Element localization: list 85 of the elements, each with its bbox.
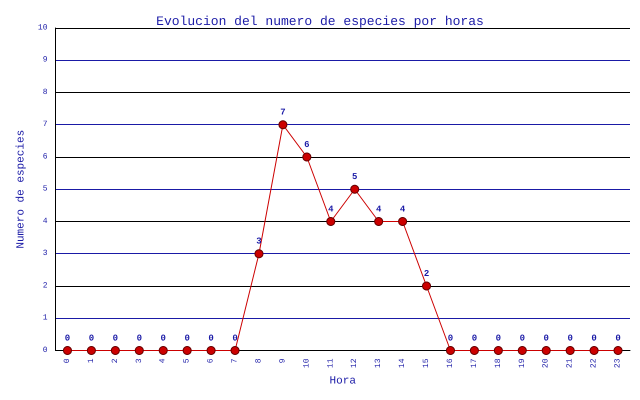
x-axis-title: Hora xyxy=(330,376,356,388)
x-tick-label: 6 xyxy=(206,358,216,364)
x-tick-label: 3 xyxy=(134,358,144,364)
x-tick-label: 17 xyxy=(470,358,479,368)
data-label: 0 xyxy=(160,334,166,344)
data-label: 4 xyxy=(400,204,406,214)
data-label: 2 xyxy=(424,269,430,279)
x-tick-label: 18 xyxy=(494,358,503,368)
point xyxy=(134,346,144,355)
y-axis-title: Numero de especies xyxy=(16,130,28,249)
y-tick-label: 2 xyxy=(42,282,48,290)
point xyxy=(62,346,72,355)
point xyxy=(350,184,360,194)
y-tick-label: 7 xyxy=(42,120,48,130)
x-tick-label: 2 xyxy=(110,358,120,364)
y-tick-label: 3 xyxy=(42,249,48,258)
data-label: 0 xyxy=(472,334,478,344)
data-label: 0 xyxy=(112,334,118,344)
chart-title: Evolucion del numero de especies por horas xyxy=(156,14,484,29)
point xyxy=(86,346,96,355)
x-tick-label: 23 xyxy=(614,358,623,368)
point xyxy=(254,249,264,258)
y-tick-label: 10 xyxy=(38,24,48,32)
point xyxy=(326,217,336,226)
x-tick-label: 16 xyxy=(446,358,455,368)
data-label: 5 xyxy=(352,172,358,182)
data-label: 0 xyxy=(184,334,190,344)
point xyxy=(374,217,384,226)
point xyxy=(590,346,599,355)
y-tick-label: 6 xyxy=(42,152,48,162)
x-tick-label: 19 xyxy=(518,358,527,368)
point xyxy=(182,346,192,355)
data-label: 0 xyxy=(544,334,549,344)
point xyxy=(158,346,168,355)
y-tick-label: 4 xyxy=(42,217,48,226)
x-tick-label: 4 xyxy=(158,358,168,364)
point xyxy=(230,346,240,355)
point xyxy=(206,346,216,355)
x-tick-label: 1 xyxy=(86,358,96,364)
point xyxy=(494,346,503,355)
x-tick-label: 9 xyxy=(278,358,288,364)
point xyxy=(470,346,479,355)
y-tick-label: 0 xyxy=(42,346,48,355)
data-label: 7 xyxy=(280,108,286,118)
point xyxy=(302,152,312,162)
data-label: 0 xyxy=(136,334,142,344)
x-tick-label: 14 xyxy=(398,358,408,368)
x-tick-label: 5 xyxy=(182,358,192,364)
data-label: 4 xyxy=(328,204,334,214)
data-label: 0 xyxy=(496,334,502,344)
y-tick-label: 1 xyxy=(42,314,48,323)
point xyxy=(278,120,288,130)
point xyxy=(398,217,408,226)
x-tick-label: 11 xyxy=(326,358,336,368)
data-label: 0 xyxy=(615,334,621,344)
data-label: 0 xyxy=(448,334,454,344)
point xyxy=(446,346,455,355)
y-tick-label: 9 xyxy=(42,56,48,65)
data-label: 0 xyxy=(567,334,573,344)
y-tick-label: 5 xyxy=(42,184,48,194)
x-tick-label: 20 xyxy=(542,358,551,368)
point xyxy=(542,346,551,355)
data-label: 0 xyxy=(64,334,70,344)
y-tick-label: 8 xyxy=(42,88,48,97)
x-tick-label: 10 xyxy=(302,358,312,368)
data-label: 0 xyxy=(591,334,597,344)
x-tick-label: 21 xyxy=(566,358,575,368)
x-tick-label: 0 xyxy=(62,358,72,364)
data-label: 0 xyxy=(232,334,238,344)
data-label: 0 xyxy=(520,334,525,344)
data-label: 4 xyxy=(376,204,382,214)
x-tick-label: 12 xyxy=(350,358,360,368)
point xyxy=(518,346,527,355)
x-tick-label: 22 xyxy=(590,358,599,368)
point xyxy=(422,282,432,290)
x-tick-label: 7 xyxy=(230,358,240,364)
data-label: 0 xyxy=(88,334,94,344)
point xyxy=(566,346,575,355)
data-label: 0 xyxy=(208,334,214,344)
x-tick-label: 13 xyxy=(374,358,384,368)
data-label: 6 xyxy=(304,140,310,150)
x-tick-label: 15 xyxy=(422,358,432,368)
x-tick-label: 8 xyxy=(254,358,264,364)
point xyxy=(110,346,120,355)
point xyxy=(614,346,623,355)
